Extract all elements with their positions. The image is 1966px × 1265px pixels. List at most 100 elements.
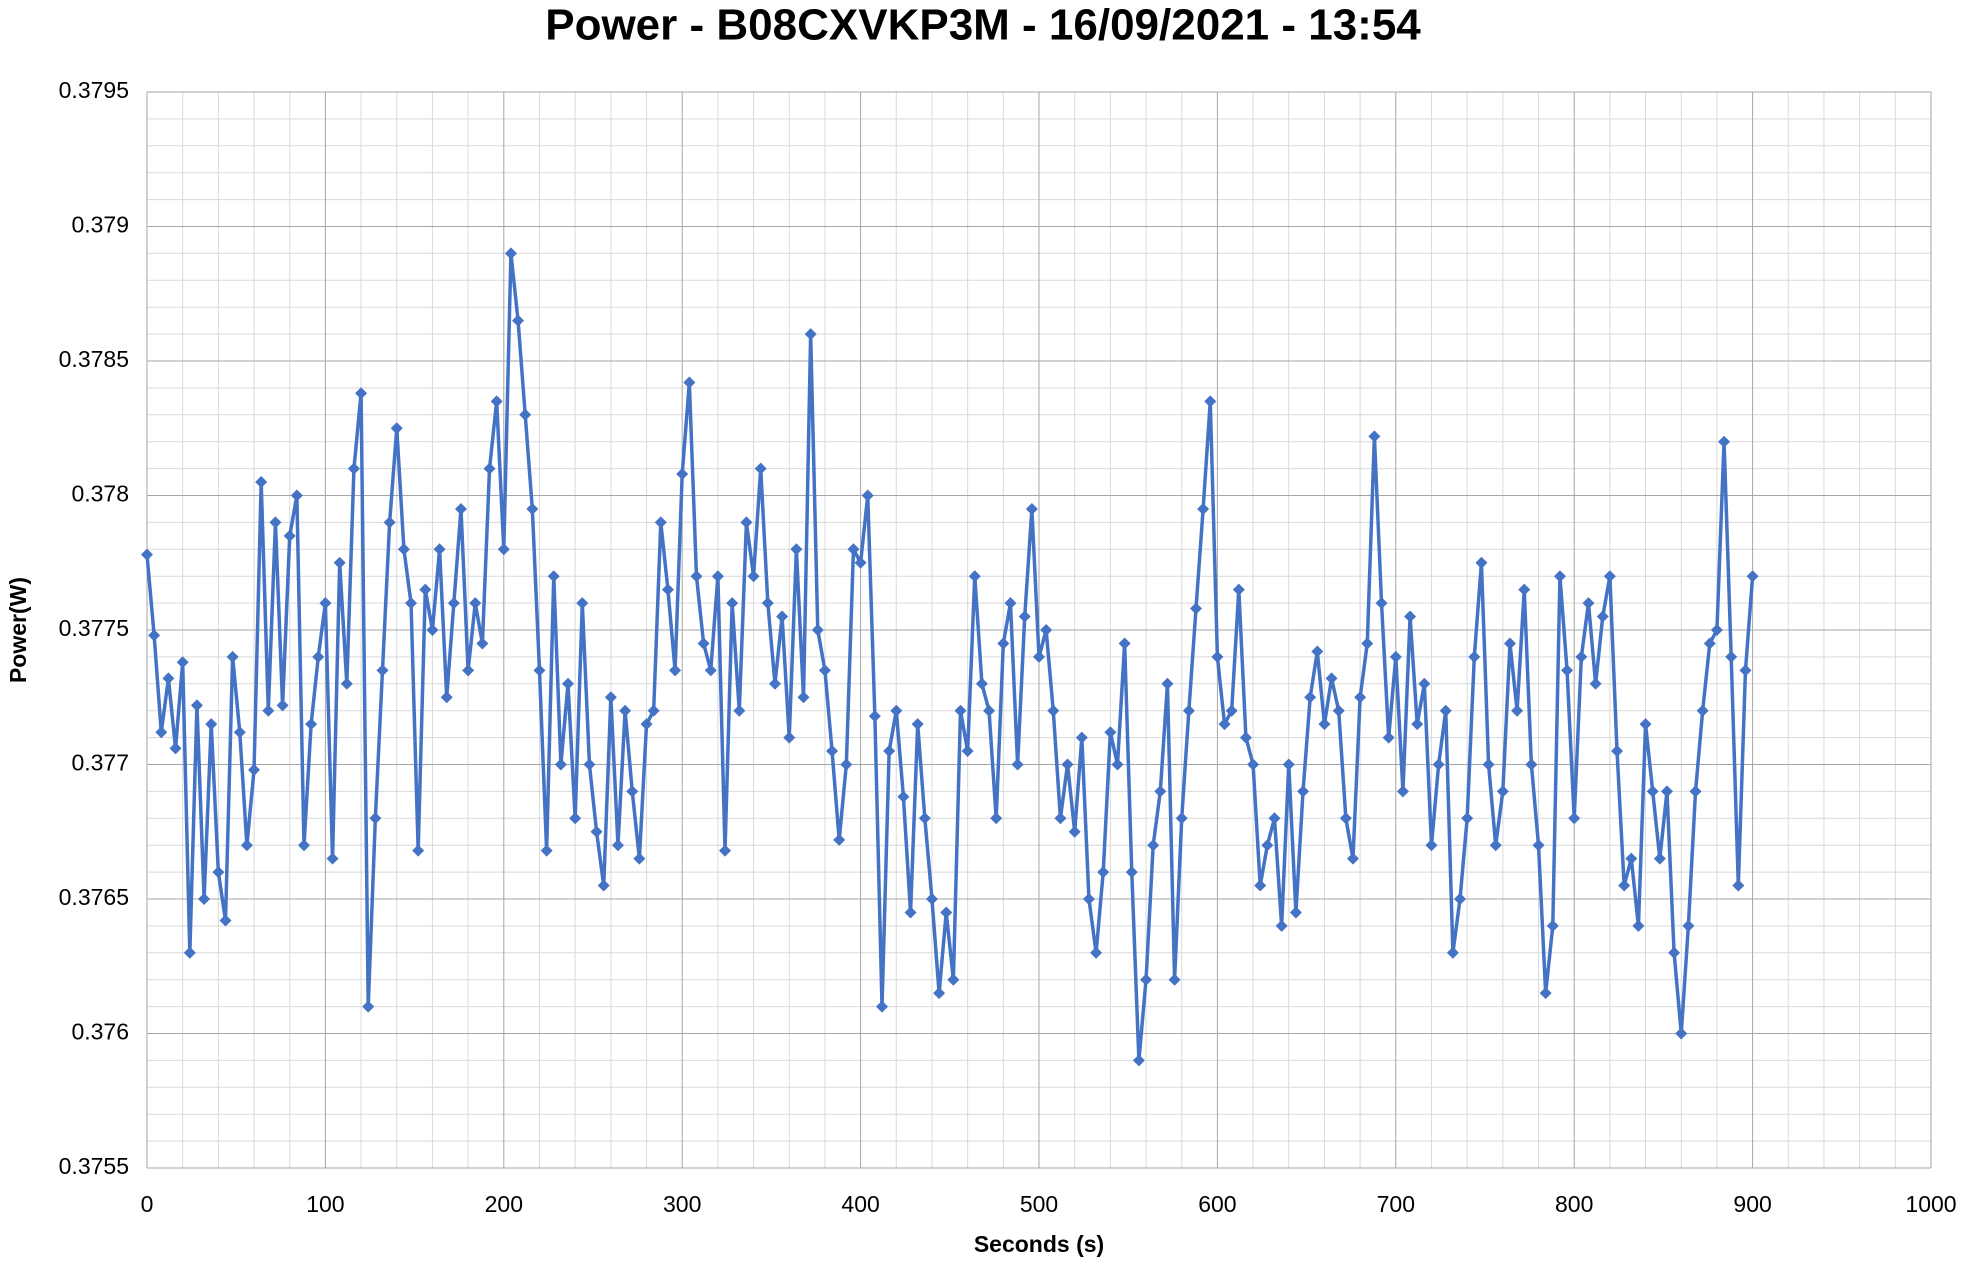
data-point	[1482, 758, 1495, 771]
data-point	[811, 624, 824, 636]
data-point	[1411, 718, 1424, 731]
data-point	[1239, 731, 1252, 744]
data-point	[1632, 919, 1645, 932]
data-point	[975, 677, 988, 690]
data-point	[412, 844, 425, 857]
data-point	[661, 583, 674, 596]
data-point	[440, 691, 453, 704]
data-point	[176, 656, 189, 669]
data-point	[1090, 946, 1103, 959]
data-point	[312, 650, 325, 663]
data-point	[476, 637, 489, 650]
data-point	[1382, 731, 1395, 744]
data-point	[1710, 624, 1723, 636]
data-point	[219, 914, 232, 927]
data-point	[469, 597, 482, 610]
data-point	[240, 839, 253, 852]
data-point	[1418, 677, 1431, 690]
x-tick-label: 600	[1198, 1191, 1236, 1217]
data-point	[426, 624, 439, 636]
data-point	[1268, 812, 1281, 825]
data-point	[1561, 664, 1574, 677]
data-point	[719, 844, 732, 857]
data-point	[554, 758, 567, 771]
data-point	[447, 597, 460, 610]
data-point	[454, 502, 467, 515]
data-point	[1646, 785, 1659, 798]
data-point	[690, 570, 703, 583]
data-point	[1075, 731, 1088, 744]
data-point	[1532, 839, 1545, 852]
data-point	[362, 1000, 375, 1013]
data-point	[1439, 704, 1452, 717]
data-point	[297, 839, 310, 852]
data-point	[1511, 704, 1524, 717]
data-point	[947, 973, 960, 986]
data-point	[326, 852, 339, 865]
y-axis-label: Power(W)	[5, 577, 31, 683]
data-point	[1582, 597, 1595, 610]
data-point	[1725, 650, 1738, 663]
data-point	[1361, 637, 1374, 650]
data-point	[1389, 650, 1402, 663]
chart-title: Power - B08CXVKP3M - 16/09/2021 - 13:54	[545, 1, 1421, 50]
data-point	[990, 812, 1003, 825]
data-point	[761, 597, 774, 610]
data-point	[190, 699, 203, 712]
data-point	[669, 664, 682, 677]
data-point	[1182, 704, 1195, 717]
x-tick-label: 0	[141, 1191, 154, 1217]
data-point	[533, 664, 546, 677]
data-point	[897, 790, 910, 803]
data-point	[1689, 785, 1702, 798]
data-point	[911, 718, 924, 731]
data-point	[1539, 987, 1552, 1000]
data-point	[1254, 879, 1267, 892]
y-tick-label: 0.379	[71, 212, 129, 238]
data-point	[226, 650, 239, 663]
data-point	[1668, 946, 1681, 959]
data-point	[797, 691, 810, 704]
data-point	[355, 387, 368, 400]
data-point	[376, 664, 389, 677]
data-point	[383, 516, 396, 529]
data-point	[1589, 677, 1602, 690]
data-point	[1054, 812, 1067, 825]
data-point	[1175, 812, 1188, 825]
data-point	[583, 758, 596, 771]
data-point	[1125, 866, 1138, 879]
data-point	[1111, 758, 1124, 771]
data-point	[1454, 893, 1467, 905]
series-line	[145, 251, 1755, 1063]
data-point	[205, 718, 218, 731]
data-point	[804, 328, 817, 341]
data-point	[248, 763, 261, 776]
data-point	[1232, 583, 1245, 596]
x-tick-label: 900	[1733, 1191, 1771, 1217]
data-point	[840, 758, 853, 771]
data-point	[1332, 704, 1345, 717]
x-tick-label: 200	[485, 1191, 523, 1217]
data-point	[1525, 758, 1538, 771]
data-point	[1496, 785, 1509, 798]
data-point	[1461, 812, 1474, 825]
data-point	[626, 785, 639, 798]
data-point	[183, 946, 196, 959]
data-point	[1375, 597, 1388, 610]
data-point	[419, 583, 432, 596]
data-point	[1553, 570, 1566, 583]
data-point	[333, 556, 346, 569]
data-point	[747, 570, 760, 583]
data-point	[997, 637, 1010, 650]
data-point	[854, 556, 867, 569]
data-point	[1675, 1027, 1688, 1040]
x-tick-label: 500	[1020, 1191, 1058, 1217]
data-point	[1189, 602, 1202, 615]
data-point	[711, 570, 724, 583]
data-point	[826, 745, 839, 758]
data-point	[1311, 645, 1324, 658]
y-tick-label: 0.3755	[59, 1153, 129, 1179]
data-point	[676, 467, 689, 480]
data-point	[925, 893, 938, 905]
data-point	[1140, 973, 1153, 986]
